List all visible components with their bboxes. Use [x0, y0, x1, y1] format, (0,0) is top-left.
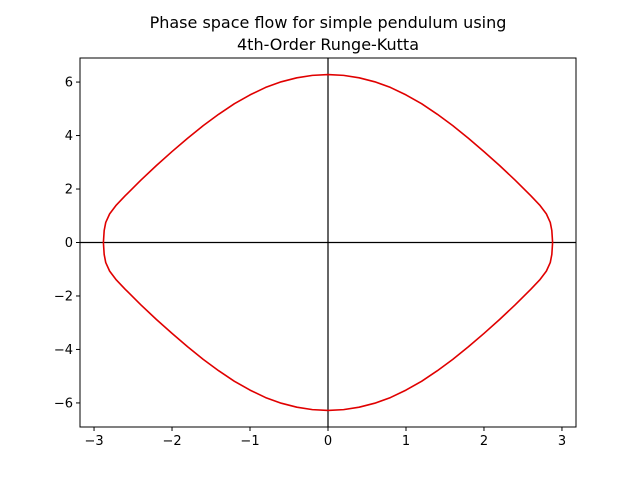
series-line-1	[102, 73, 554, 412]
x-tick-label: −3	[84, 434, 103, 449]
y-tick-label: 0	[65, 236, 73, 251]
x-tick-label: 1	[402, 434, 410, 449]
chart-subtitle: 4th-Order Runge-Kutta	[237, 35, 419, 54]
y-tick-label: 6	[65, 76, 73, 91]
y-tick-label: −2	[54, 289, 73, 304]
y-tick-label: −6	[54, 396, 73, 411]
x-tick-label: −2	[162, 434, 181, 449]
plot-area: −3 −2 −1 0 1 2 3 −6 −4 −2 0 2 4 6	[54, 57, 577, 449]
x-tick-label: 2	[480, 434, 488, 449]
y-tick-label: 2	[65, 183, 73, 198]
x-tick-label: 0	[324, 434, 332, 449]
x-tick-label: 3	[558, 434, 566, 449]
chart-title: Phase space flow for simple pendulum usi…	[150, 13, 507, 32]
x-tick-label: −1	[240, 434, 259, 449]
y-tick-label: 4	[65, 129, 73, 144]
y-tick-label: −4	[54, 343, 73, 358]
